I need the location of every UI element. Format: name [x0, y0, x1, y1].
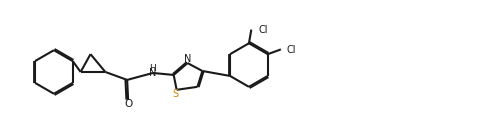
Text: H: H: [150, 64, 156, 73]
Text: N: N: [149, 68, 156, 78]
Text: N: N: [184, 54, 191, 64]
Text: S: S: [172, 89, 179, 99]
Text: Cl: Cl: [258, 25, 268, 35]
Text: Cl: Cl: [287, 45, 296, 55]
Text: O: O: [124, 99, 132, 109]
